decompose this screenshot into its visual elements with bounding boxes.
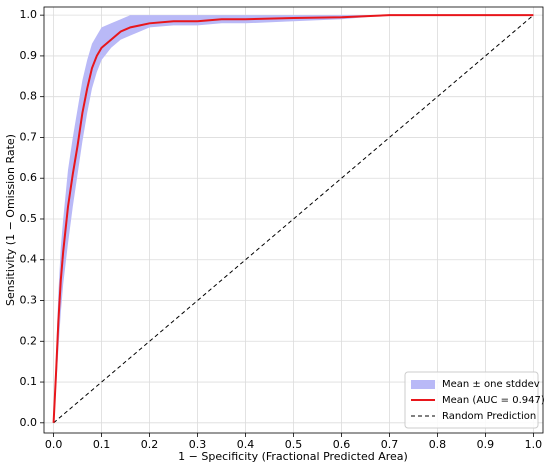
y-tick-label: 0.8 bbox=[20, 90, 38, 103]
y-tick-label: 0.4 bbox=[20, 253, 38, 266]
x-tick-label: 0.0 bbox=[45, 438, 63, 451]
x-tick-label: 1.0 bbox=[525, 438, 543, 451]
x-tick-label: 0.1 bbox=[93, 438, 111, 451]
x-tick-label: 0.4 bbox=[237, 438, 255, 451]
legend-label: Mean ± one stddev bbox=[442, 379, 540, 390]
x-tick-label: 0.5 bbox=[285, 438, 303, 451]
plot-frame bbox=[43, 6, 544, 434]
std-band bbox=[53, 15, 534, 423]
y-tick-label: 0.2 bbox=[20, 334, 38, 347]
mean-line bbox=[52, 14, 534, 423]
x-tick-label: 0.3 bbox=[189, 438, 207, 451]
legend-box bbox=[404, 371, 539, 429]
x-tick-label: 0.8 bbox=[429, 438, 447, 451]
y-tick-label: 0.3 bbox=[20, 294, 38, 307]
legend-swatch bbox=[411, 380, 435, 389]
x-tick-label: 0.2 bbox=[141, 438, 159, 451]
legend-label: Mean (AUC = 0.947) bbox=[442, 395, 545, 406]
y-tick-label: 0.1 bbox=[20, 375, 38, 388]
legend-label: Random Prediction bbox=[442, 411, 536, 422]
x-tick-label: 0.6 bbox=[333, 438, 351, 451]
x-tick-label: 0.9 bbox=[477, 438, 495, 451]
x-axis-label: 1 − Specificity (Fractional Predicted Ar… bbox=[178, 450, 408, 463]
y-axis-label: Sensitivity (1 − Omission Rate) bbox=[4, 134, 17, 306]
y-tick-label: 0.0 bbox=[20, 416, 38, 429]
y-tick-label: 0.5 bbox=[20, 212, 38, 225]
x-tick-label: 0.7 bbox=[381, 438, 399, 451]
y-tick-label: 0.9 bbox=[20, 49, 38, 62]
y-tick-label: 0.6 bbox=[20, 171, 38, 184]
y-tick-label: 1.0 bbox=[20, 8, 38, 21]
y-tick-label: 0.7 bbox=[20, 130, 38, 143]
